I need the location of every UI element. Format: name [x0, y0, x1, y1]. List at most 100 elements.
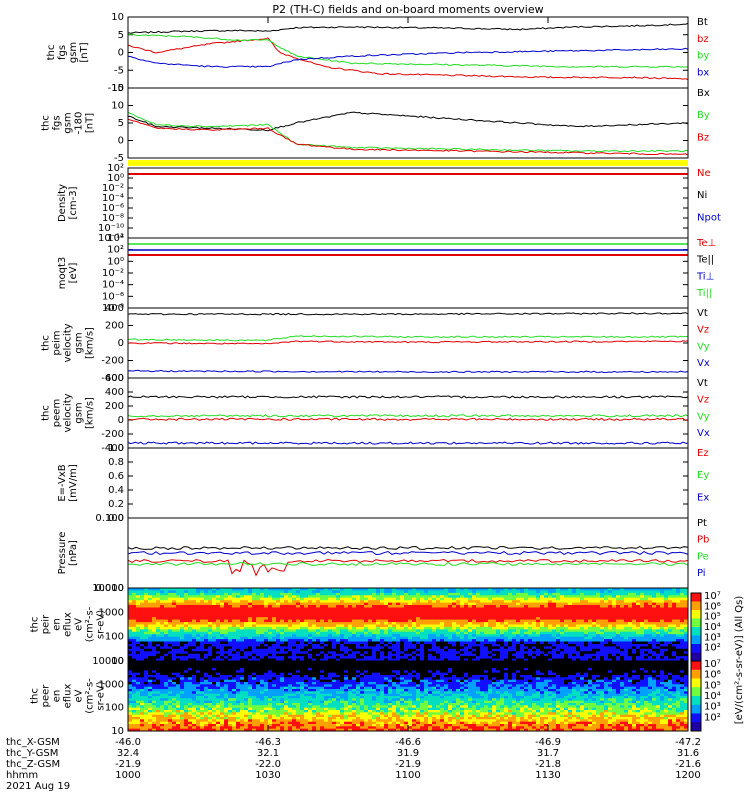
heatmap-cell: [336, 590, 341, 594]
heatmap-cell: [292, 661, 297, 664]
heatmap-cell: [632, 607, 637, 611]
heatmap-cell: [680, 653, 685, 657]
heatmap-cell: [452, 622, 457, 625]
heatmap-cell: [412, 605, 417, 608]
heatmap-cell: [460, 665, 465, 669]
heatmap-cell: [668, 595, 673, 599]
heatmap-cell: [392, 665, 397, 669]
heatmap-cell: [328, 622, 333, 625]
heatmap-cell: [260, 631, 265, 635]
heatmap-cell: [368, 639, 373, 642]
heatmap-cell: [316, 661, 321, 664]
heatmap-cell: [180, 607, 185, 611]
heatmap-cell: [416, 668, 421, 671]
heatmap-cell: [668, 639, 673, 642]
heatmap-cell: [360, 656, 365, 659]
heatmap-cell: [264, 634, 269, 638]
heatmap-cell: [280, 619, 285, 623]
heatmap-cell: [240, 614, 245, 618]
heatmap-cell: [272, 617, 277, 621]
heatmap-cell: [332, 641, 337, 645]
heatmap-cell: [344, 631, 349, 635]
heatmap-cell: [664, 595, 669, 599]
heatmap-cell: [672, 665, 677, 669]
heatmap-cell: [212, 641, 217, 645]
heatmap-cell: [188, 646, 193, 650]
y-axis-label: peem: [52, 399, 63, 427]
heatmap-cell: [564, 622, 569, 625]
heatmap-cell: [344, 634, 349, 638]
heatmap-cell: [456, 631, 461, 635]
heatmap-cell: [344, 648, 349, 652]
heatmap-cell: [140, 658, 145, 662]
heatmap-cell: [384, 617, 389, 621]
heatmap-cell: [320, 619, 325, 623]
heatmap-cell: [360, 663, 365, 667]
heatmap-cell: [348, 661, 353, 664]
heatmap-cell: [532, 639, 537, 642]
heatmap-cell: [228, 636, 233, 640]
heatmap-cell: [176, 658, 181, 662]
heatmap-cell: [312, 634, 317, 638]
heatmap-cell: [364, 653, 369, 657]
heatmap-cell: [496, 668, 501, 671]
heatmap-cell: [356, 644, 361, 647]
heatmap-cell: [168, 629, 173, 633]
heatmap-cell: [272, 636, 277, 640]
heatmap-cell: [228, 626, 233, 630]
heatmap-cell: [520, 600, 525, 604]
heatmap-cell: [640, 592, 645, 596]
heatmap-cell: [568, 651, 573, 655]
heatmap-cell: [480, 607, 485, 611]
heatmap-cell: [264, 624, 269, 628]
heatmap-cell: [392, 592, 397, 596]
heatmap-cell: [680, 595, 685, 599]
heatmap-cell: [172, 631, 177, 635]
heatmap-cell: [556, 619, 561, 623]
heatmap-cell: [592, 656, 597, 659]
heatmap-cell: [420, 605, 425, 608]
heatmap-cell: [656, 646, 661, 650]
heatmap-cell: [300, 617, 305, 621]
heatmap-cell: [384, 622, 389, 625]
heatmap-cell: [140, 624, 145, 628]
heatmap-cell: [152, 641, 157, 645]
heatmap-cell: [528, 641, 533, 645]
heatmap-cell: [524, 629, 529, 633]
heatmap-cell: [132, 634, 137, 638]
heatmap-cell: [564, 665, 569, 669]
heatmap-cell: [624, 648, 629, 652]
heatmap-cell: [500, 668, 505, 671]
heatmap-cell: [612, 644, 617, 647]
heatmap-cell: [192, 605, 197, 608]
heatmap-cell: [476, 636, 481, 640]
heatmap-cell: [524, 634, 529, 638]
legend-entry: by: [697, 51, 709, 62]
heatmap-cell: [372, 663, 377, 667]
heatmap-cell: [440, 663, 445, 667]
heatmap-cell: [208, 607, 213, 611]
heatmap-cell: [216, 634, 221, 638]
heatmap-cell: [512, 663, 517, 667]
heatmap-cell: [504, 609, 509, 613]
heatmap-cell: [504, 626, 509, 630]
heatmap-cell: [344, 617, 349, 621]
heatmap-cell: [340, 634, 345, 638]
heatmap-cell: [216, 590, 221, 594]
heatmap-cell: [352, 668, 357, 671]
heatmap-cell: [592, 607, 597, 611]
heatmap-cell: [276, 648, 281, 652]
heatmap-cell: [344, 592, 349, 596]
heatmap-cell: [268, 619, 273, 623]
heatmap-cell: [456, 592, 461, 596]
heatmap-cell: [360, 658, 365, 662]
heatmap-cell: [608, 634, 613, 638]
heatmap-cell: [456, 597, 461, 601]
heatmap-cell: [308, 602, 313, 606]
heatmap-cell: [144, 592, 149, 596]
heatmap-cell: [160, 595, 165, 599]
heatmap-cell: [676, 588, 681, 591]
heatmap-cell: [140, 651, 145, 655]
heatmap-cell: [504, 622, 509, 625]
